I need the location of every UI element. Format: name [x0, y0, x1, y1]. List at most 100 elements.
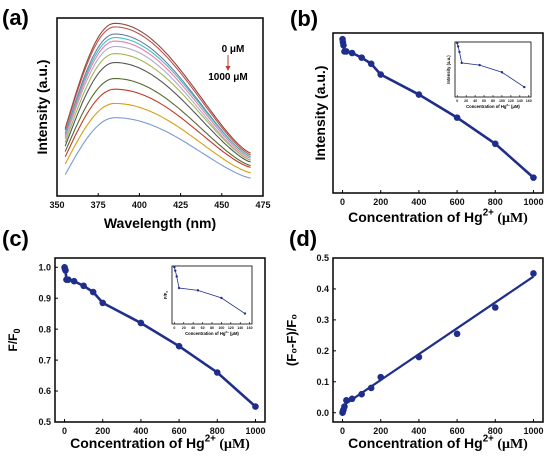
- inset-x-tick-label: 140: [237, 326, 243, 330]
- plot-frame-b: [332, 32, 544, 194]
- spectrum-line: [64, 88, 251, 168]
- y-tick-label: 0.9: [38, 293, 51, 303]
- inset-data-point: [174, 269, 177, 272]
- inset-x-tick-label: 160: [247, 326, 253, 330]
- data-point-d: [453, 330, 461, 338]
- inset-x-tick-label: 0: [456, 99, 458, 103]
- x-tick-label: 800: [488, 197, 503, 207]
- x-tick-label: 600: [172, 426, 187, 436]
- x-tick-label: 450: [214, 200, 229, 210]
- inset-x-tick-label: 0: [173, 326, 175, 330]
- x-tick-label: 0: [340, 426, 345, 436]
- data-point-b: [348, 49, 356, 57]
- inset-x-tick-label: 60: [482, 99, 486, 103]
- x-tick-label: 200: [95, 426, 110, 436]
- inset-data-point: [478, 63, 481, 67]
- data-point-c: [175, 342, 183, 350]
- x-tick-label: 375: [91, 200, 106, 210]
- data-point-b: [343, 48, 350, 55]
- inset-x-tick-label: 100: [218, 326, 224, 330]
- x-tick-label: 475: [255, 200, 270, 210]
- y-tick-label: 0.4: [316, 284, 329, 294]
- y-axis-label-b: Intensity (a.u.): [312, 66, 328, 161]
- inset-data-point: [177, 286, 181, 290]
- y-tick-label: 0.5: [316, 253, 329, 263]
- panel-c: (c)0 200 400 600 800 10000.50.60.70.80.91.0F/…: [2, 226, 266, 452]
- inset-x-tick-label: 40: [473, 99, 477, 103]
- x-tick-label: 400: [132, 200, 147, 210]
- data-point-b: [453, 114, 461, 121]
- data-point-c: [89, 288, 97, 296]
- x-tick-label: 0: [62, 426, 67, 436]
- x-axis-label-d: Concentration of Hg2+ (μM): [348, 434, 528, 452]
- inset-x-tick-label: 120: [228, 326, 234, 330]
- panel-d: (d) 0 200 400 600 800 1000 0.0 0.1 0.2 0.3 0.4 0.5 (F…: [284, 226, 544, 452]
- x-axis-label-a: Wavelength (nm): [104, 215, 216, 231]
- data-point-c: [80, 282, 87, 290]
- spectrum-line: [64, 26, 251, 156]
- inset-x-tick-label: 160: [526, 99, 532, 103]
- x-axis-label-c: Concentration of Hg2+ (μM): [70, 434, 250, 452]
- data-point-d: [358, 390, 365, 398]
- data-point-d: [343, 397, 350, 404]
- data-point-b: [377, 71, 385, 78]
- spectrum-line: [64, 102, 251, 174]
- spectrum-line: [64, 37, 251, 158]
- x-tick-label: 350: [49, 200, 64, 210]
- inset-x-tick-label: 120: [508, 99, 514, 103]
- inset-data-point: [196, 289, 200, 292]
- spectrum-line: [64, 117, 251, 179]
- panel-label-a: (a): [2, 5, 29, 30]
- spectrum-line: [64, 22, 251, 154]
- spectrum-line: [64, 40, 251, 159]
- data-point-c: [65, 276, 72, 283]
- y-axis-label-a: Intensity (a.u.): [34, 60, 50, 155]
- spectrum-line: [64, 53, 251, 161]
- data-point-b: [358, 54, 365, 61]
- x-tick-label: 600: [450, 197, 465, 207]
- x-tick-label: 400: [133, 426, 148, 436]
- data-point-c: [252, 403, 259, 410]
- data-point-d: [530, 270, 537, 277]
- inset-x-tick-label: 40: [191, 326, 195, 330]
- inset-x-tick-label: 80: [491, 99, 495, 103]
- data-point-b: [340, 42, 347, 49]
- inset-data-point: [458, 50, 461, 54]
- inset-data-point: [175, 275, 178, 278]
- inset-data-point: [456, 41, 459, 45]
- data-point-b: [491, 140, 499, 148]
- annotation-bottom-a: 1000 μM: [208, 72, 247, 83]
- panel-label-b: (b): [290, 6, 318, 31]
- y-tick-label: 0.1: [316, 377, 329, 387]
- x-tick-label: 800: [210, 426, 225, 436]
- x-tick-label: 1000: [523, 197, 543, 207]
- panel-label-d: (d): [289, 226, 317, 251]
- x-tick-label: 0: [340, 197, 345, 207]
- data-point-d: [415, 353, 423, 361]
- plot-frame-c: [54, 257, 266, 423]
- data-point-d: [367, 384, 375, 392]
- y-tick-label: 0.5: [38, 417, 51, 427]
- data-point-c: [70, 277, 78, 285]
- y-tick-label: 0.0: [316, 408, 329, 418]
- data-point-d: [377, 373, 385, 381]
- x-tick-label: 800: [488, 426, 503, 436]
- spectrum-line: [64, 77, 251, 167]
- annotation-top-a: 0 μM: [222, 44, 245, 55]
- inset-x-axis-label: Concentration of Hg2+ (μM): [466, 103, 520, 109]
- panel-label-c: (c): [2, 226, 29, 251]
- inset-x-tick-label: 140: [517, 99, 523, 103]
- y-tick-label: 0.6: [38, 386, 51, 396]
- inset-data-point: [500, 71, 504, 74]
- x-tick-label: 200: [373, 426, 388, 436]
- y-tick-label: 0.3: [316, 315, 329, 325]
- inset-data-point: [173, 265, 176, 269]
- inset-data-point: [460, 61, 463, 65]
- x-tick-label: 200: [373, 197, 388, 207]
- data-point-b: [367, 60, 375, 68]
- y-tick-label: 0.8: [38, 324, 51, 334]
- fit-line-d: [341, 275, 535, 407]
- spectrum-line: [64, 61, 251, 163]
